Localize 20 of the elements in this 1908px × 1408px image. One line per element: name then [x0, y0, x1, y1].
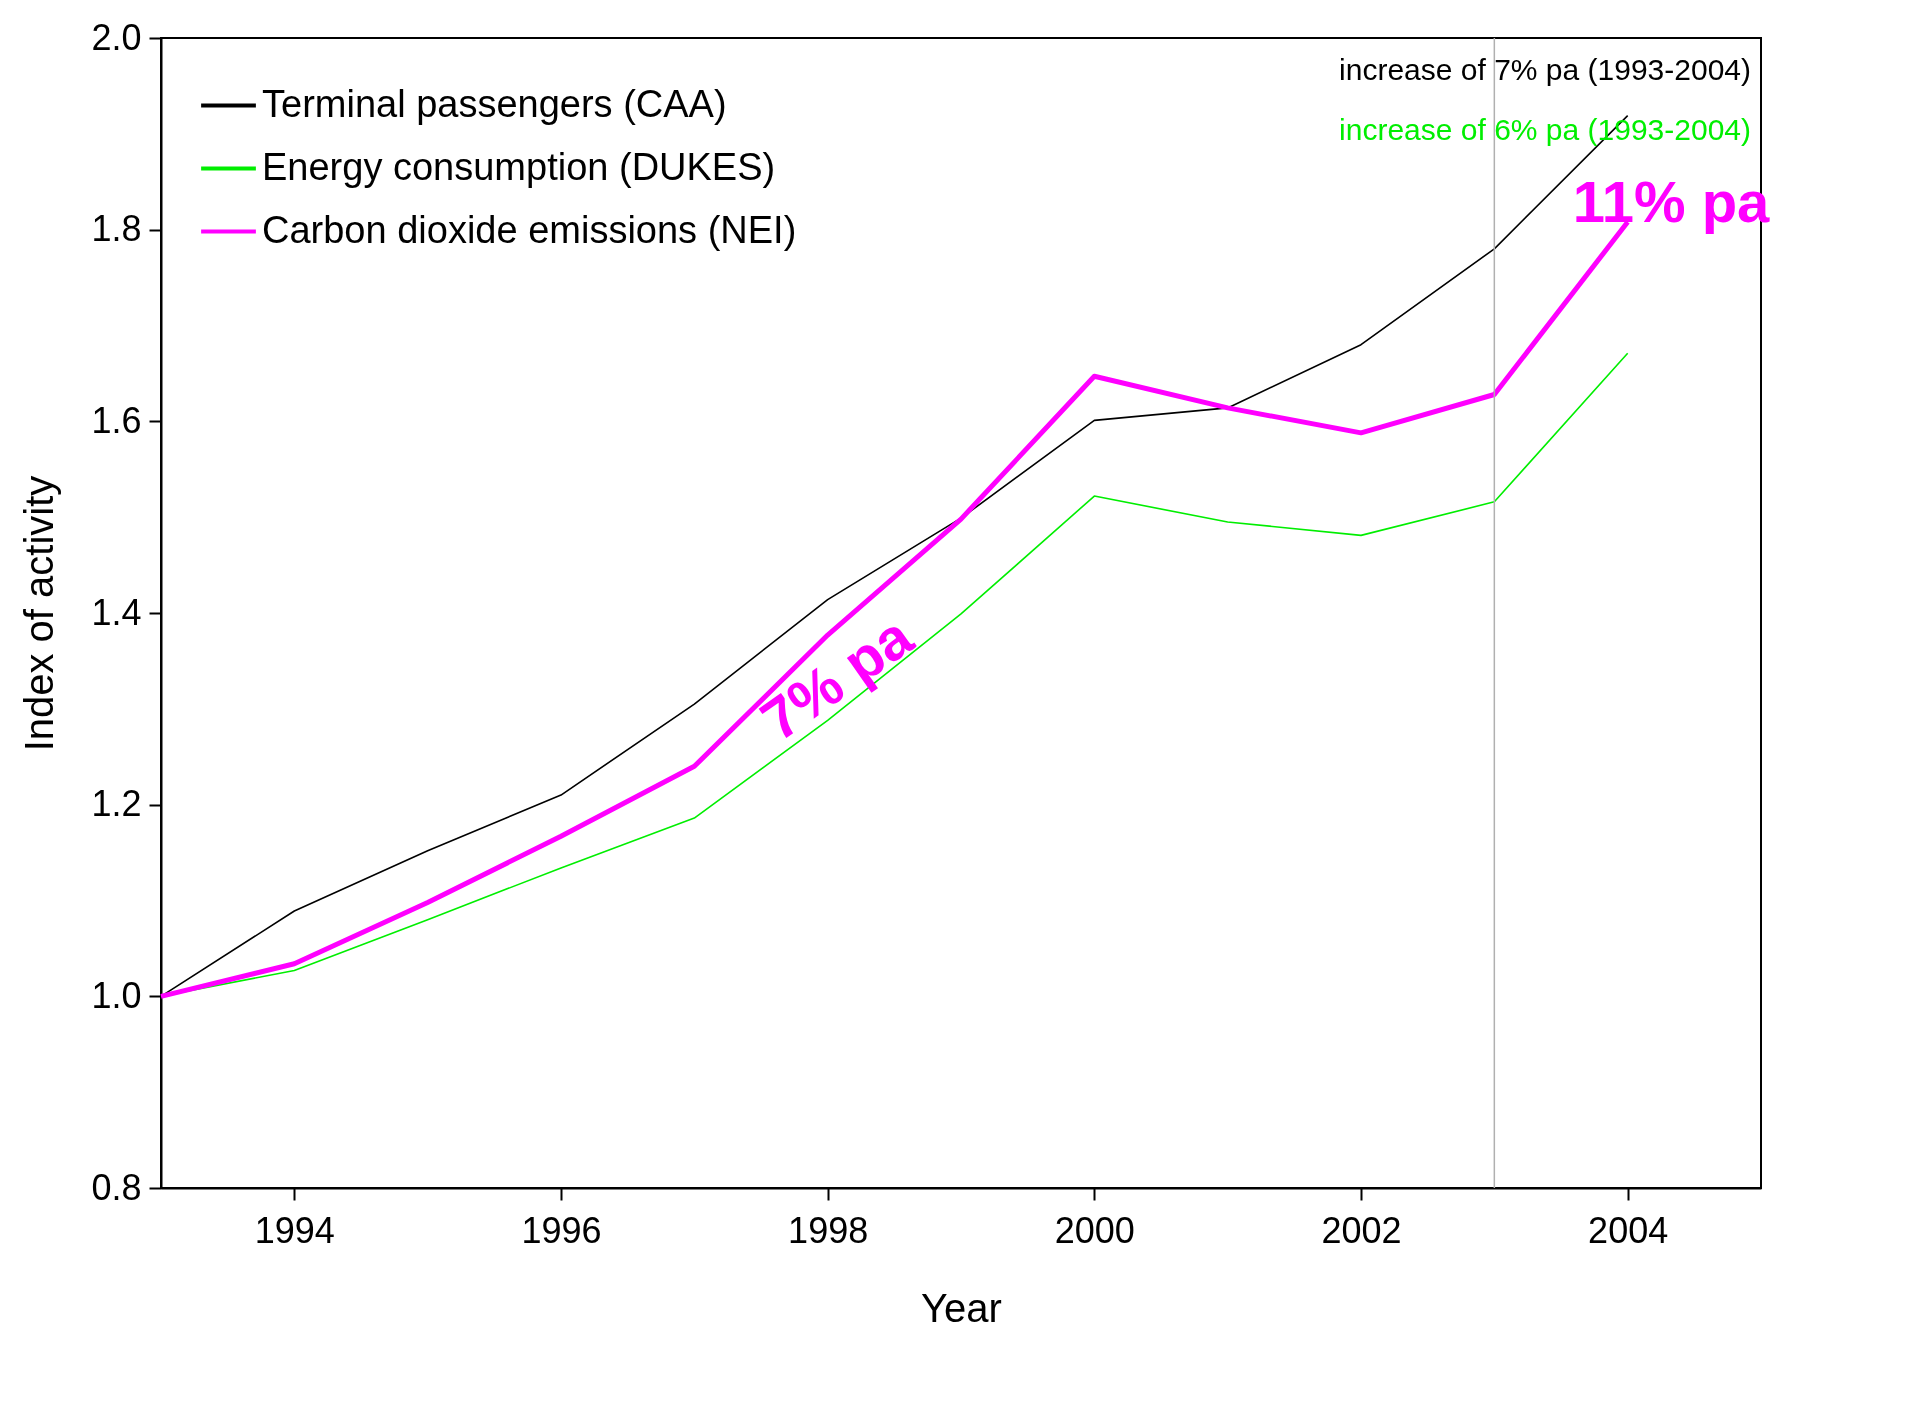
y-axis-title: Index of activity	[17, 475, 62, 752]
legend-label: Energy consumption (DUKES)	[262, 145, 776, 188]
annotation: 7% pa	[748, 602, 925, 753]
y-tick-label: 1.8	[91, 208, 142, 250]
y-tick-label: 0.8	[91, 1166, 142, 1208]
x-tick-label: 1994	[254, 1209, 335, 1251]
x-tick-label: 1998	[788, 1209, 869, 1251]
x-tick-label: 1996	[521, 1209, 602, 1251]
x-axis-title: Year	[921, 1285, 1002, 1330]
y-tick-label: 2.0	[91, 16, 142, 58]
y-tick-label: 1.4	[91, 591, 142, 633]
x-tick-label: 2004	[1588, 1209, 1669, 1251]
legend-label: Terminal passengers (CAA)	[262, 82, 727, 125]
x-tick-label: 2000	[1054, 1209, 1135, 1251]
legend-label: Carbon dioxide emissions (NEI)	[262, 208, 797, 251]
x-tick-label: 2002	[1321, 1209, 1402, 1251]
y-tick-label: 1.2	[91, 783, 142, 825]
y-tick-label: 1.6	[91, 399, 142, 441]
annotation: increase of 7% pa (1993-2004)	[1339, 53, 1751, 86]
y-tick-label: 1.0	[91, 974, 142, 1016]
